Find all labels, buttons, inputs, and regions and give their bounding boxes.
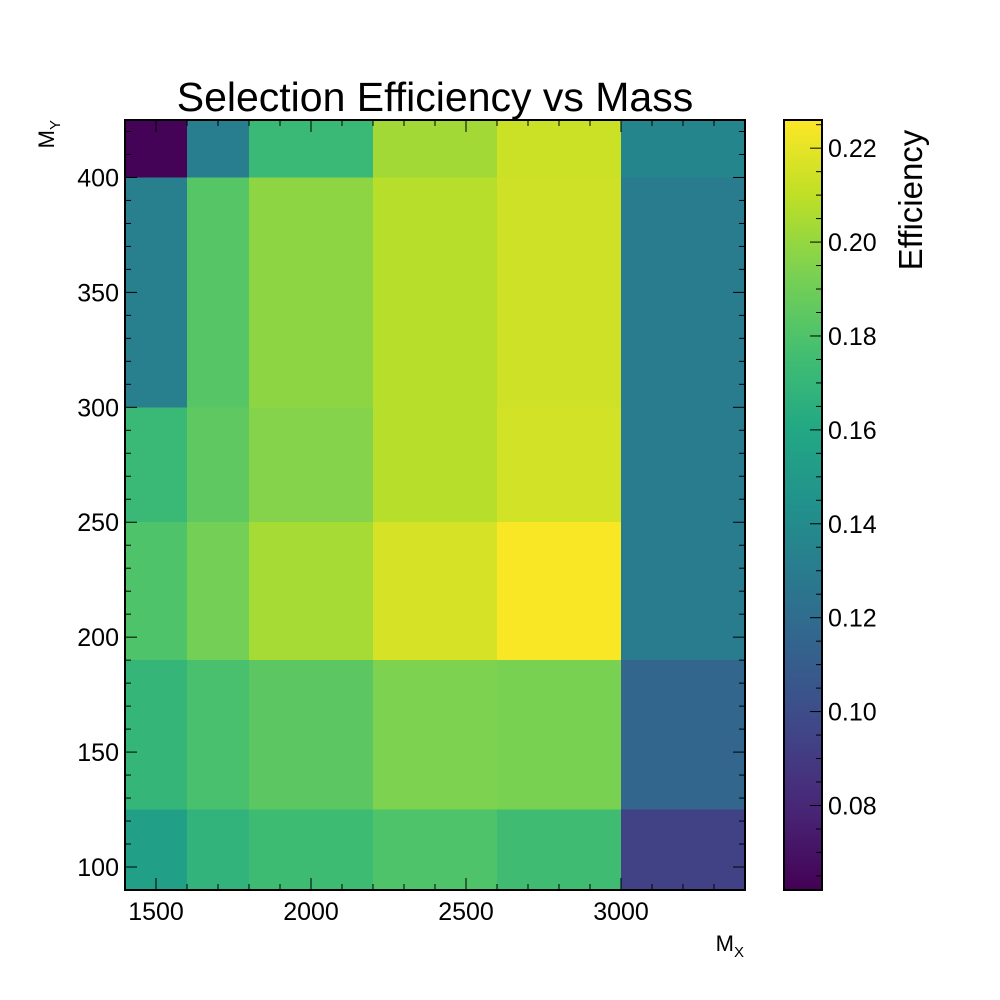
- heatmap-cell: [249, 522, 373, 661]
- heatmap-cell: [187, 120, 249, 178]
- colorbar-tick-label: 0.14: [828, 511, 877, 539]
- heatmap-cell: [187, 660, 249, 810]
- heatmap-cell: [187, 407, 249, 523]
- colorbar-title: Efficiency: [892, 129, 929, 270]
- x-axis-title-sub: X: [734, 944, 744, 961]
- heatmap-cell: [373, 407, 497, 523]
- heatmap-cell: [621, 177, 745, 408]
- x-tick-label: 3000: [593, 898, 649, 926]
- colorbar-tick-label: 0.08: [828, 792, 877, 820]
- y-tick-label: 250: [77, 509, 119, 537]
- heatmap-cell: [497, 407, 621, 523]
- heatmap-cell: [373, 522, 497, 661]
- y-axis-title-sub: Y: [47, 120, 64, 130]
- heatmap-cell: [249, 407, 373, 523]
- y-tick-label: 200: [77, 624, 119, 652]
- y-axis-title: MY: [34, 120, 64, 148]
- colorbar-ticks: 0.08 0.10 0.12 0.14 0.16 0.18 0.20 0.22: [810, 124, 877, 877]
- colorbar-tick-label: 0.18: [828, 323, 877, 351]
- axis-tick-labels: 1500 2000 2500 3000 100 150 200 250 300 350 400: [77, 164, 649, 926]
- heatmap-cell: [125, 407, 187, 523]
- colorbar-tick-label: 0.20: [828, 229, 877, 257]
- heatmap-cell: [497, 522, 621, 661]
- y-tick-label: 300: [77, 394, 119, 422]
- colorbar: [784, 120, 822, 890]
- plot-frame: [124, 119, 746, 891]
- heatmap-cell: [249, 809, 373, 890]
- heatmap-cell: [187, 177, 249, 408]
- heatmap-cell: [621, 522, 745, 661]
- heatmap-cell: [621, 407, 745, 523]
- heatmap-cell: [373, 660, 497, 810]
- colorbar-tick-label: 0.12: [828, 605, 877, 633]
- heatmap-cell: [621, 660, 745, 810]
- y-tick-label: 350: [77, 279, 119, 307]
- heatmap-cell: [497, 660, 621, 810]
- x-axis-title: MX: [716, 931, 744, 961]
- heatmap-cell: [497, 120, 621, 178]
- x-axis-title-main: M: [716, 931, 734, 956]
- heatmap-cell: [187, 809, 249, 890]
- heatmap-cell: [621, 809, 745, 890]
- colorbar-tick-label: 0.16: [828, 417, 877, 445]
- heatmap-cell: [187, 522, 249, 661]
- heatmap-cell: [249, 177, 373, 408]
- colorbar-tick-label: 0.10: [828, 699, 877, 727]
- heatmap-cell: [373, 120, 497, 178]
- y-tick-label: 150: [77, 739, 119, 767]
- colorbar-tick-label: 0.22: [828, 135, 877, 163]
- x-tick-label: 1500: [128, 898, 184, 926]
- heatmap-cell: [125, 522, 187, 661]
- heatmap-cell: [125, 809, 187, 890]
- heatmap-cell: [497, 177, 621, 408]
- heatmap-cell: [621, 120, 745, 178]
- x-tick-label: 2500: [438, 898, 494, 926]
- y-tick-label: 100: [77, 854, 119, 882]
- y-axis-title-main: M: [34, 130, 59, 148]
- heatmap-cell: [497, 809, 621, 890]
- heatmap-cells: [125, 120, 745, 890]
- x-tick-label: 2000: [283, 898, 339, 926]
- heatmap-cell: [373, 809, 497, 890]
- heatmap-cell: [373, 177, 497, 408]
- chart-title: Selection Efficiency vs Mass: [177, 74, 694, 120]
- colorbar-frame: [783, 119, 823, 891]
- heatmap-cell: [125, 660, 187, 810]
- y-tick-label: 400: [77, 164, 119, 192]
- heatmap-cell: [249, 660, 373, 810]
